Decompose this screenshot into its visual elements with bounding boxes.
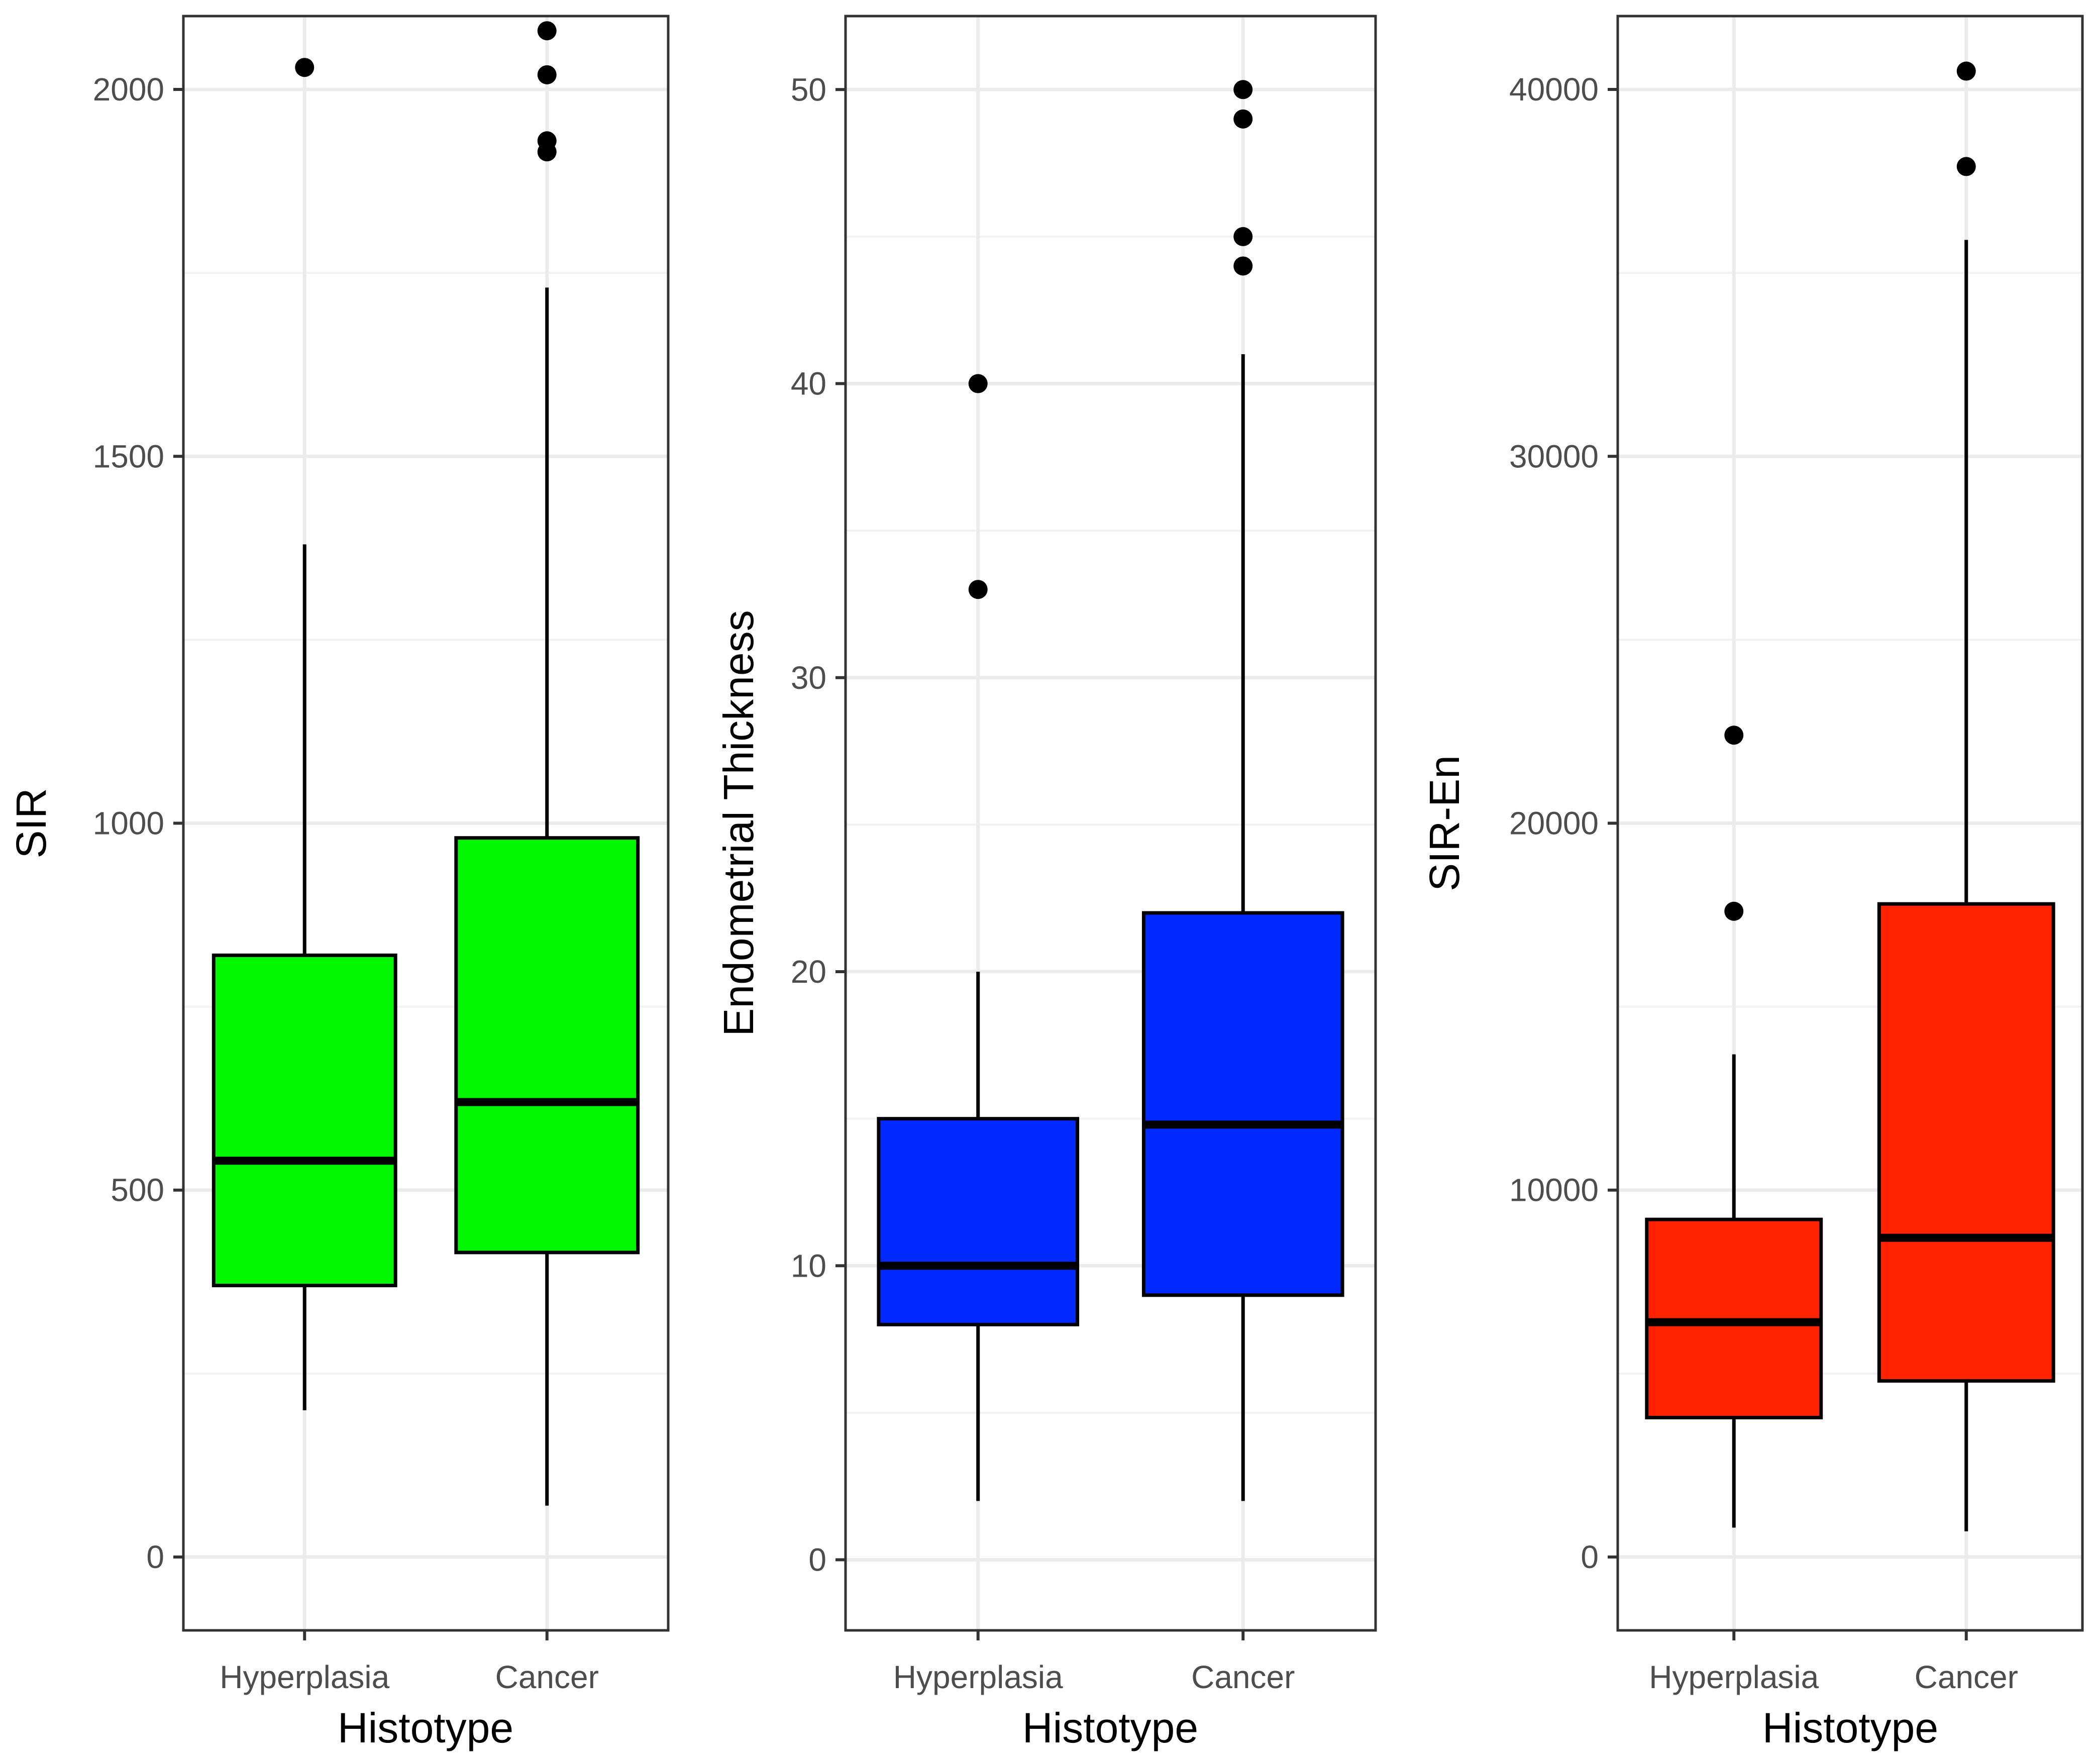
panel-sir: 0 500 1000 1500 2000 Hyperplasia Cancer SIR H… xyxy=(8,15,670,1751)
outlier-point xyxy=(968,580,988,599)
boxes xyxy=(1645,61,2055,1531)
y-tick-label: 0 xyxy=(808,1542,826,1578)
grid xyxy=(183,16,668,1630)
plot-background xyxy=(846,16,1376,1630)
y-tick-label: 30000 xyxy=(1509,438,1599,474)
iqr-box xyxy=(212,953,397,1288)
iqr-box xyxy=(877,1117,1080,1326)
panel-border xyxy=(844,15,1377,1632)
outlier-point xyxy=(295,58,315,77)
grid xyxy=(846,16,1376,1630)
y-axis-title: Endometrial Thickness xyxy=(715,610,762,1036)
outlier-point xyxy=(537,21,557,41)
iqr-box xyxy=(1877,902,2055,1383)
panel-endometrial-thickness: 0 10 20 30 40 50 Hyperplasia Cancer Endometria… xyxy=(715,15,1377,1751)
y-tick-label: 30 xyxy=(791,660,826,696)
x-tick-label: Cancer xyxy=(1915,1659,2018,1695)
outlier-point xyxy=(1233,80,1253,99)
outlier-point xyxy=(1724,725,1744,745)
outlier-point xyxy=(1233,109,1253,129)
outlier-point xyxy=(1956,157,1976,176)
y-tick-label: 50 xyxy=(791,71,826,108)
outlier-point xyxy=(1956,61,1976,81)
y-tick-label: 0 xyxy=(1581,1539,1599,1575)
x-tick-label: Cancer xyxy=(495,1659,599,1695)
y-tick-label: 1000 xyxy=(93,805,164,842)
y-tick-label: 0 xyxy=(146,1539,164,1575)
box-cancer xyxy=(454,21,640,1506)
outlier-point xyxy=(1233,256,1253,276)
y-tick-label: 1500 xyxy=(93,438,164,474)
outlier-point xyxy=(1724,901,1744,921)
x-tick-label: Hyperplasia xyxy=(220,1659,389,1695)
outlier-point xyxy=(1233,227,1253,246)
x-axis: Hyperplasia Cancer xyxy=(220,1630,599,1695)
y-axis: 0 10000 20000 30000 40000 xyxy=(1509,71,1618,1575)
y-axis-title: SIR xyxy=(8,788,55,858)
x-axis: Hyperplasia Cancer xyxy=(1649,1630,2018,1695)
y-axis-title: SIR-En xyxy=(1421,755,1468,891)
y-tick-label: 10 xyxy=(791,1248,826,1284)
x-axis-title: Histotype xyxy=(1762,1704,1938,1751)
x-axis-title: Histotype xyxy=(338,1704,513,1751)
y-tick-label: 20 xyxy=(791,954,826,990)
x-axis-title: Histotype xyxy=(1022,1704,1198,1751)
iqr-box xyxy=(1141,911,1344,1297)
box-cancer xyxy=(1877,61,2055,1531)
y-axis: 0 10 20 30 40 50 xyxy=(791,71,846,1578)
y-tick-label: 10000 xyxy=(1509,1172,1599,1208)
outlier-point xyxy=(537,65,557,84)
y-tick-label: 2000 xyxy=(93,71,164,108)
outlier-point xyxy=(537,142,557,162)
y-tick-label: 40 xyxy=(791,366,826,402)
x-tick-label: Cancer xyxy=(1191,1659,1295,1695)
boxes xyxy=(877,80,1344,1501)
y-tick-label: 500 xyxy=(111,1172,164,1208)
box-hyperplasia xyxy=(877,374,1080,1501)
x-axis: Hyperplasia Cancer xyxy=(893,1630,1295,1695)
box-hyperplasia xyxy=(1645,725,1823,1528)
x-tick-label: Hyperplasia xyxy=(893,1659,1063,1695)
outlier-point xyxy=(968,374,988,393)
box-hyperplasia xyxy=(212,58,397,1410)
box-cancer xyxy=(1141,80,1344,1501)
x-tick-label: Hyperplasia xyxy=(1649,1659,1819,1695)
y-axis: 0 500 1000 1500 2000 xyxy=(93,71,183,1575)
y-tick-label: 40000 xyxy=(1509,71,1599,108)
iqr-box xyxy=(454,836,640,1255)
boxes xyxy=(212,21,640,1506)
y-tick-label: 20000 xyxy=(1509,805,1599,842)
